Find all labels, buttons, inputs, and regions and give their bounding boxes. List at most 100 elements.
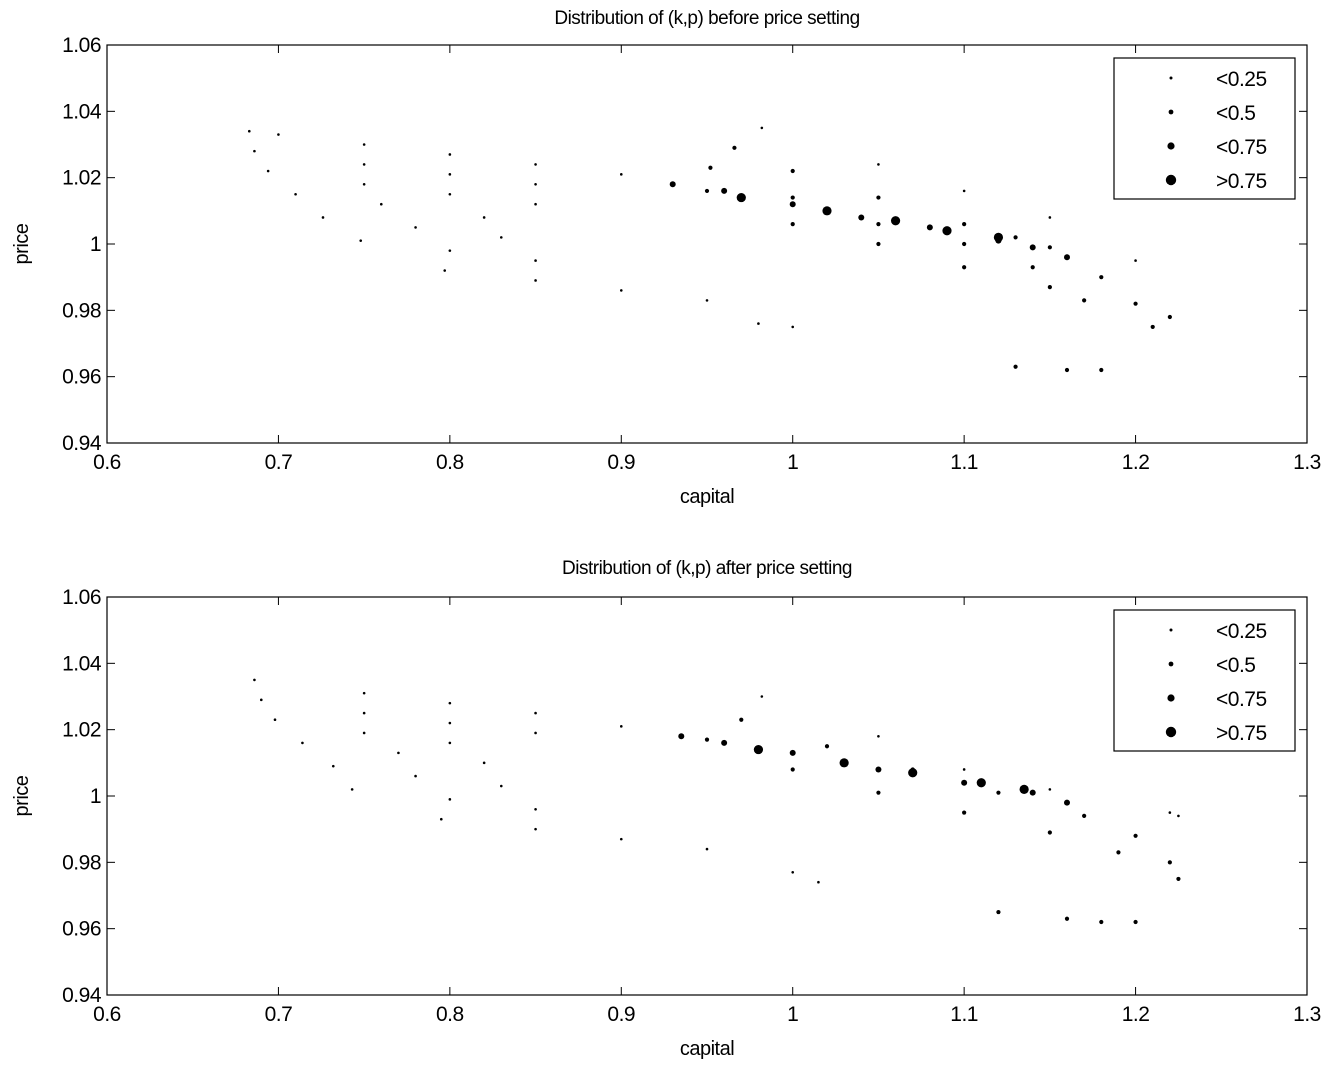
data-point [996, 909, 1001, 915]
data-point [1030, 265, 1035, 270]
data-point [876, 222, 881, 227]
data-point [1047, 245, 1052, 250]
data-point [976, 778, 986, 788]
data-point [1013, 235, 1018, 240]
data-point [721, 187, 728, 194]
data-point [1168, 811, 1172, 814]
data-point [1116, 850, 1121, 855]
data-point [760, 695, 764, 698]
legend-box [1113, 57, 1296, 200]
data-point [1029, 244, 1036, 251]
chart-title: Distribution of (k,p) before price setti… [554, 8, 859, 29]
data-point [1134, 259, 1137, 262]
data-point [1064, 916, 1070, 921]
data-point [482, 761, 486, 765]
data-point [448, 701, 452, 705]
data-point [705, 847, 709, 851]
data-point [362, 143, 366, 146]
data-point [362, 163, 366, 166]
data-point [996, 790, 1001, 795]
data-point [499, 784, 503, 788]
data-point [534, 711, 537, 715]
x-axis-label: capital [680, 1038, 734, 1060]
data-point [273, 718, 277, 722]
data-point [791, 870, 795, 874]
data-point [1082, 813, 1087, 819]
data-point [962, 768, 966, 771]
series-group [736, 192, 1004, 242]
data-point [993, 232, 1004, 242]
data-point [790, 222, 795, 227]
data-point [359, 239, 363, 242]
data-point [1177, 814, 1180, 818]
legend: <0.25 <0.5 <0.75 >0.75 [1113, 609, 1296, 752]
data-point [1099, 275, 1104, 280]
data-point [277, 133, 280, 136]
y-tick-label: 1.06 [62, 586, 101, 609]
data-point [739, 717, 744, 722]
x-tick-label: 0.7 [265, 451, 293, 474]
data-point [791, 325, 795, 329]
data-point [790, 195, 795, 200]
data-point [266, 169, 270, 173]
legend-label: <0.25 [1216, 68, 1267, 91]
data-point [448, 721, 452, 725]
data-point [926, 224, 933, 231]
data-point [619, 173, 623, 176]
y-axis-label: price [11, 223, 33, 264]
data-point [379, 202, 383, 206]
data-point [721, 739, 728, 746]
data-point [619, 725, 623, 728]
legend-marker [1169, 628, 1173, 632]
data-point [760, 126, 764, 130]
data-point [875, 766, 882, 773]
y-tick-label: 0.94 [62, 432, 102, 455]
data-point [669, 181, 676, 188]
data-point [1133, 919, 1138, 925]
chart-after-price-setting: Distribution of (k,p) after price settin… [11, 558, 1321, 1060]
data-point [1099, 919, 1104, 925]
data-point [247, 129, 251, 133]
legend-label: <0.75 [1216, 688, 1267, 711]
data-point [858, 214, 865, 221]
legend: <0.25 <0.5 <0.75 >0.75 [1113, 57, 1296, 200]
series-group [253, 678, 1180, 884]
x-tick-label: 0.9 [607, 451, 635, 474]
data-point [732, 145, 737, 150]
legend-label: <0.25 [1216, 620, 1267, 643]
data-point [448, 173, 452, 176]
x-tick-label: 0.7 [265, 1003, 293, 1026]
data-point [448, 153, 452, 156]
y-axis-label: price [11, 775, 33, 816]
x-axis-label: capital [680, 486, 734, 508]
y-tick-label: 1.04 [62, 652, 102, 675]
series-group [247, 126, 1137, 329]
data-point [877, 735, 880, 738]
data-point [1048, 216, 1052, 219]
data-point [259, 698, 263, 702]
data-point [534, 163, 537, 166]
data-point [1047, 285, 1052, 290]
x-tick-label: 1.1 [950, 1003, 978, 1026]
data-point [439, 817, 443, 821]
data-point [908, 768, 918, 778]
data-point [890, 216, 901, 226]
data-point [253, 678, 256, 682]
data-point [704, 737, 710, 742]
data-point [757, 322, 760, 325]
x-tick-label: 0.8 [436, 1003, 464, 1026]
data-point [448, 741, 452, 745]
data-point [790, 767, 795, 772]
data-point [790, 168, 795, 174]
data-point [708, 165, 713, 170]
x-tick-label: 0.6 [93, 1003, 121, 1026]
data-point [1133, 833, 1138, 838]
data-point [942, 226, 952, 236]
data-point [753, 744, 764, 755]
data-point [534, 279, 537, 282]
legend-marker [1167, 142, 1175, 150]
series-group [704, 717, 1181, 925]
data-point [534, 183, 537, 186]
data-point [301, 741, 304, 745]
